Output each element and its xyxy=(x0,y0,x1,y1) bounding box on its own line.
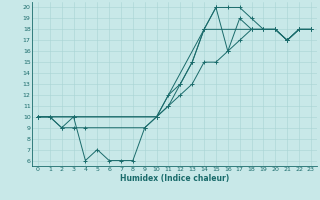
X-axis label: Humidex (Indice chaleur): Humidex (Indice chaleur) xyxy=(120,174,229,183)
